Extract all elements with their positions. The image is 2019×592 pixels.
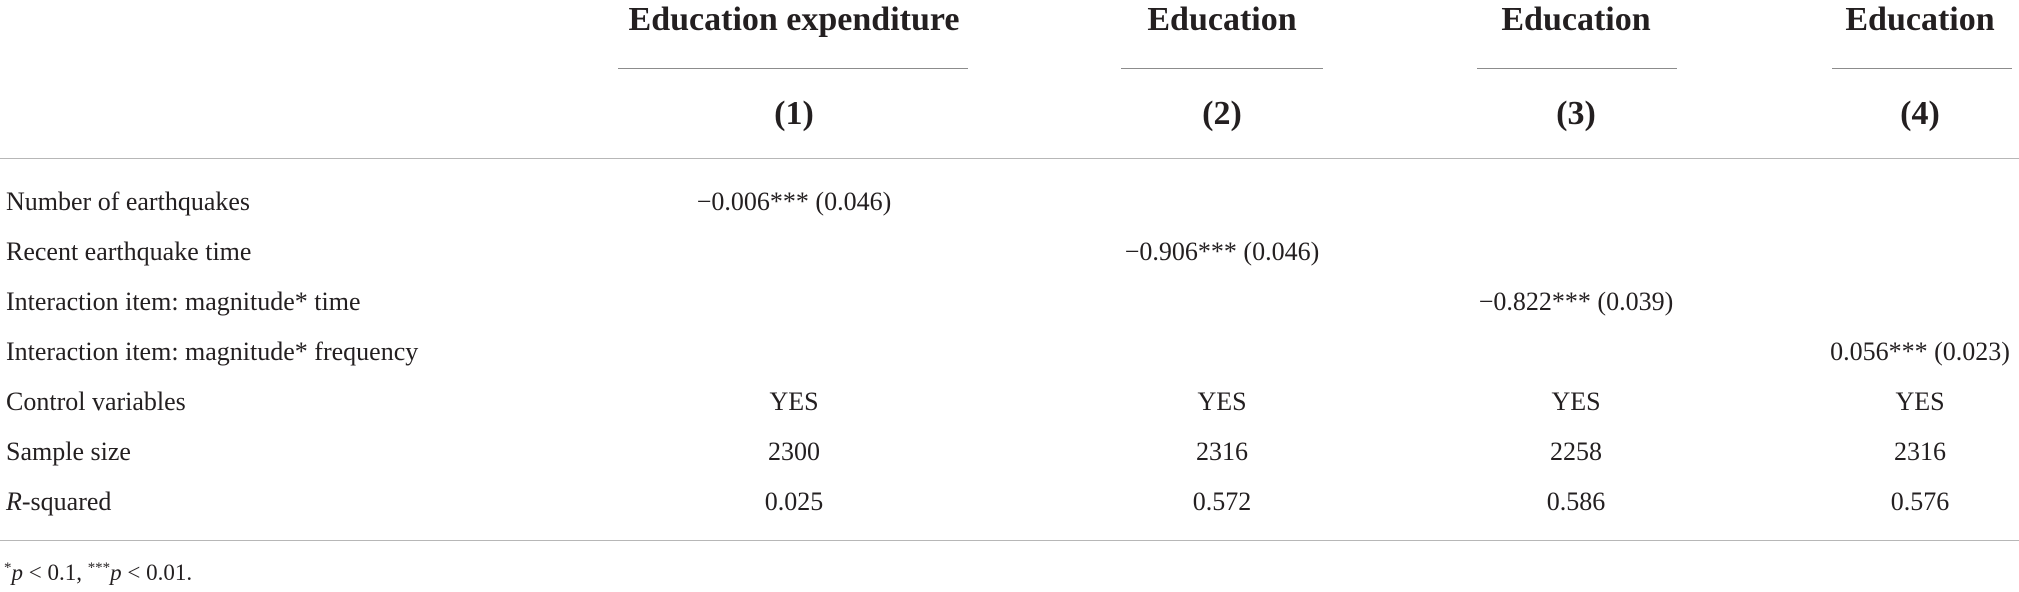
column-header-3: Education: [1501, 1, 1651, 38]
footnote-text-2: < 0.01.: [121, 560, 193, 585]
header-underline-1: [618, 68, 968, 69]
column-number-2: (2): [1202, 95, 1242, 132]
cell-r5-c1: 2300: [768, 437, 820, 466]
cell-r3-c4: 0.056*** (0.023): [1830, 337, 2010, 366]
cell-r5-c4: 2316: [1894, 437, 1946, 466]
cell-r0-c1: −0.006*** (0.046): [696, 187, 892, 216]
footnote-p-2: p: [110, 560, 122, 585]
footnote-star-1: *: [4, 559, 12, 576]
row-label-number-of-earthquakes: Number of earthquakes: [6, 187, 251, 216]
cell-r6-c3: 0.586: [1546, 487, 1606, 516]
row-label-recent-earthquake-time: Recent earthquake time: [6, 237, 252, 266]
footnote-star-3: ***: [87, 559, 111, 576]
column-number-1: (1): [774, 95, 814, 132]
header-underline-3: [1477, 68, 1677, 69]
header-underline-4: [1832, 68, 2012, 69]
footnote-p-1: p: [11, 560, 23, 585]
cell-r5-c2: 2316: [1196, 437, 1248, 466]
cell-r4-c3: YES: [1551, 387, 1601, 416]
column-header-4: Education: [1845, 1, 1995, 38]
cell-r6-c4: 0.576: [1890, 487, 1950, 516]
cell-r4-c1: YES: [769, 387, 819, 416]
row-label-control-variables: Control variables: [6, 387, 186, 416]
cell-r1-c2: −0.906*** (0.046): [1124, 237, 1320, 266]
header-divider: [0, 158, 2019, 159]
row-label-interaction-magnitude-time: Interaction item: magnitude* time: [6, 287, 361, 316]
r-squared-suffix: -squared: [21, 487, 112, 516]
r-italic: R: [6, 487, 22, 516]
row-label-r-squared: R-squared: [6, 485, 111, 519]
table-footnote: *p < 0.1, ***p < 0.01.: [4, 558, 192, 588]
column-number-3: (3): [1556, 95, 1596, 132]
row-label-interaction-magnitude-frequency: Interaction item: magnitude* frequency: [6, 337, 419, 366]
cell-r6-c2: 0.572: [1192, 487, 1252, 516]
cell-r6-c1: 0.025: [764, 487, 824, 516]
cell-r4-c4: YES: [1895, 387, 1945, 416]
column-number-4: (4): [1900, 95, 1940, 132]
cell-r2-c3: −0.822*** (0.039): [1478, 287, 1674, 316]
row-label-sample-size: Sample size: [6, 437, 131, 466]
column-header-1: Education expenditure: [628, 1, 960, 38]
footnote-text-1: < 0.1,: [22, 560, 88, 585]
cell-r4-c2: YES: [1197, 387, 1247, 416]
column-header-2: Education: [1147, 1, 1297, 38]
table-bottom-rule: [0, 540, 2019, 541]
header-underline-2: [1121, 68, 1323, 69]
cell-r5-c3: 2258: [1550, 437, 1602, 466]
